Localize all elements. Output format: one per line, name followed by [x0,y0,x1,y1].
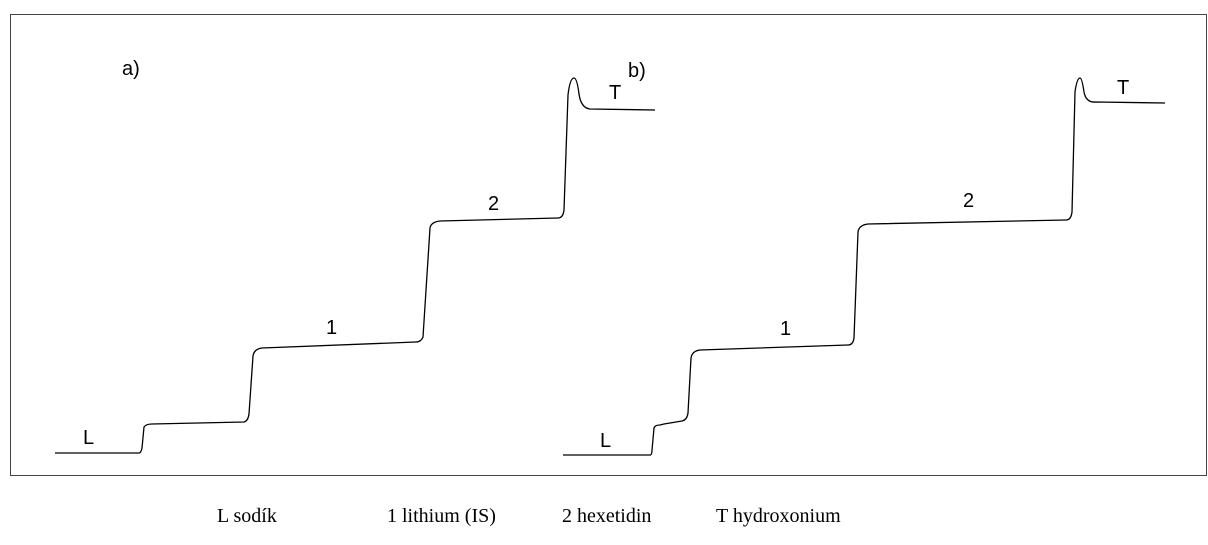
panel-label: a) [122,58,140,80]
zone-label: T [1117,77,1129,99]
zone-label: L [600,430,611,452]
zone-label: 1 [326,317,337,339]
trace-a [55,77,656,454]
zone-label: 1 [780,318,791,340]
zone-label: L [83,427,94,449]
legend-entry: 1 lithium (IS) [387,505,496,527]
zone-label: 2 [963,190,974,212]
trace-b [563,77,1166,456]
legend-entry: 2 hexetidin [562,505,651,527]
legend-entry: L sodík [217,505,277,527]
legend-entry: T hydroxonium [716,505,841,527]
frame [10,14,1207,476]
panel-label: b) [628,60,646,82]
zone-label: 2 [488,193,499,215]
zone-label: T [609,82,621,104]
